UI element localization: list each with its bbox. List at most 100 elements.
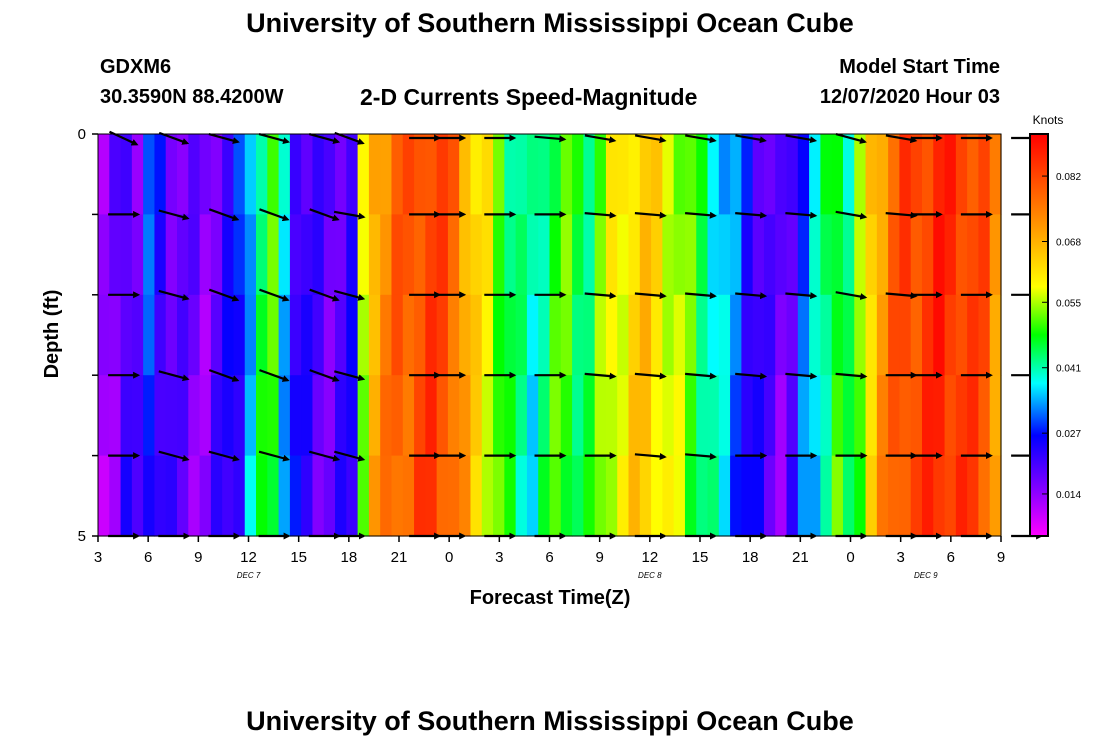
heatmap-cell <box>651 455 663 537</box>
heatmap-cell <box>493 455 505 537</box>
heatmap-cell <box>199 134 212 215</box>
heatmap-cell <box>786 455 799 537</box>
heatmap-cell <box>730 375 742 457</box>
heatmap-cell <box>831 375 844 457</box>
heatmap-cell <box>143 294 156 376</box>
heatmap-cell <box>831 294 844 376</box>
heatmap-cell <box>120 214 133 296</box>
heatmap-cell <box>944 134 957 215</box>
heatmap-cell <box>278 455 291 537</box>
heatmap-cell <box>278 294 291 376</box>
heatmap-cell <box>684 375 697 457</box>
heatmap-cell <box>583 294 596 376</box>
heatmap-cell <box>233 375 246 457</box>
heatmap-cell <box>741 294 754 376</box>
heatmap-cell <box>684 294 697 376</box>
heatmap-cell <box>143 375 156 457</box>
heatmap-cell <box>989 455 1002 537</box>
heatmap-cell <box>854 375 867 457</box>
heatmap-cell <box>335 214 347 296</box>
heatmap-cell <box>752 375 765 457</box>
heatmap-cell <box>978 375 991 457</box>
heatmap-cell <box>831 134 844 215</box>
current-vector <box>634 452 667 460</box>
heatmap-cell <box>256 134 268 215</box>
current-vector <box>785 372 818 380</box>
heatmap-cell <box>933 214 946 296</box>
heatmap-cell <box>955 134 968 215</box>
heatmap-cell <box>481 214 494 296</box>
model-start-label: Model Start Time <box>839 56 1000 78</box>
heatmap-cell <box>752 134 765 215</box>
heatmap-cell <box>222 455 235 537</box>
heatmap-cell <box>673 375 686 457</box>
heatmap-cell <box>809 214 821 296</box>
heatmap-cell <box>447 134 460 215</box>
heatmap-cell <box>154 455 167 537</box>
heatmap-cell <box>210 375 223 457</box>
heatmap-cell <box>989 294 1002 376</box>
current-vector <box>885 134 918 144</box>
current-vector <box>735 211 768 219</box>
heatmap-cell <box>120 134 133 215</box>
current-vector <box>885 292 918 300</box>
heatmap-cell <box>312 294 325 376</box>
heatmap-cell <box>98 294 110 376</box>
heatmap-cell <box>955 455 968 537</box>
heatmap-cell <box>583 134 596 215</box>
x-tick-label: 9 <box>595 549 603 566</box>
current-vector <box>685 372 717 380</box>
heatmap-cell <box>763 214 776 296</box>
heatmap-cell <box>662 134 675 215</box>
heatmap-cell <box>120 375 133 457</box>
heatmap-cell <box>504 294 517 376</box>
heatmap-cell <box>741 214 754 296</box>
current-vector <box>158 450 190 462</box>
heatmap-cell <box>865 294 878 376</box>
heatmap-cell <box>842 134 855 215</box>
heatmap-cell <box>786 294 799 376</box>
heatmap-cell <box>842 294 855 376</box>
heatmap-cell <box>888 214 901 296</box>
current-vector <box>208 288 240 302</box>
heatmap-cell <box>820 214 833 296</box>
heatmap-cell <box>617 375 630 457</box>
heatmap-cell <box>639 455 652 537</box>
station-coords: 30.3590N 88.4200W <box>100 86 284 108</box>
heatmap-cell <box>414 375 426 457</box>
heatmap-cell <box>944 214 957 296</box>
heatmap-cell <box>278 134 291 215</box>
day-label: DEC 7 <box>237 571 261 580</box>
heatmap-cell <box>741 455 754 537</box>
heatmap-cell <box>786 214 799 296</box>
heatmap-cell <box>639 375 652 457</box>
heatmap-cell <box>143 134 156 215</box>
heatmap-cell <box>425 375 438 457</box>
heatmap-cell <box>289 455 302 537</box>
heatmap-cell <box>876 294 889 376</box>
heatmap-cell <box>673 134 686 215</box>
heatmap-cell <box>775 134 788 215</box>
heatmap-cell <box>244 294 257 376</box>
heatmap-cell <box>876 134 889 215</box>
heatmap-cell <box>368 134 381 215</box>
current-vector <box>835 210 868 220</box>
heatmap-cell <box>98 214 110 296</box>
current-vector <box>835 133 867 144</box>
current-vector <box>685 211 717 219</box>
heatmap-cell <box>504 134 517 215</box>
heatmap-cell <box>684 134 697 215</box>
heatmap-cell <box>481 134 494 215</box>
heatmap-cell <box>809 294 821 376</box>
heatmap-cell <box>989 214 1002 296</box>
heatmap-cell <box>763 375 776 457</box>
heatmap-cell <box>357 455 370 537</box>
heatmap-cell <box>233 294 246 376</box>
heatmap-cell <box>391 375 404 457</box>
heatmap-cell <box>583 375 596 457</box>
heatmap-cell <box>978 214 991 296</box>
heatmap-cell <box>210 455 223 537</box>
heatmap-cell <box>797 294 810 376</box>
colorbar-tick-label: 0.055 <box>1056 298 1081 309</box>
heatmap-cell <box>673 294 686 376</box>
